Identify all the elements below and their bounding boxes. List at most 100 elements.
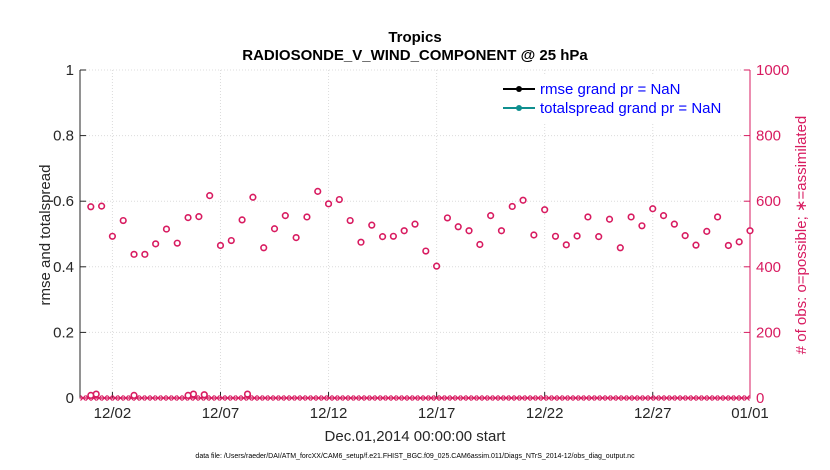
- obs-possible-marker: [92, 390, 100, 398]
- star-stroke: [294, 395, 301, 401]
- x-tick-label: 12/02: [94, 405, 132, 422]
- star-stroke: [310, 395, 317, 401]
- star-stroke: [433, 395, 440, 401]
- obs-possible-marker: [119, 216, 127, 225]
- star-stroke: [396, 395, 402, 401]
- obs-possible-marker: [260, 244, 268, 252]
- star-stroke: [465, 395, 472, 401]
- star-stroke: [304, 395, 311, 401]
- star-stroke: [460, 395, 467, 401]
- star-stroke: [540, 395, 547, 401]
- star-stroke: [96, 395, 102, 401]
- star-stroke: [369, 395, 376, 401]
- star-stroke: [256, 395, 263, 401]
- star-stroke: [663, 395, 670, 401]
- star-stroke: [326, 395, 333, 401]
- obs-assimilated-marker: [743, 395, 751, 401]
- star-stroke: [583, 395, 590, 401]
- obs-possible-marker: [670, 220, 678, 228]
- obs-possible-marker: [303, 213, 311, 221]
- obs-possible-marker: [243, 390, 252, 398]
- x-tick-label: 12/07: [202, 405, 240, 422]
- star-stroke: [133, 395, 140, 401]
- star-stroke: [728, 395, 734, 401]
- star-stroke: [690, 395, 697, 401]
- obs-possible-marker: [724, 241, 732, 250]
- star-stroke: [347, 395, 354, 401]
- obs-possible-marker: [422, 247, 430, 255]
- star-stroke: [299, 395, 306, 401]
- star-stroke: [588, 395, 595, 401]
- star-stroke: [679, 395, 686, 401]
- obs-possible-marker: [173, 239, 181, 247]
- obs-possible-marker: [108, 232, 117, 240]
- star-stroke: [155, 395, 161, 401]
- star-stroke: [658, 395, 665, 401]
- star-stroke: [230, 395, 236, 401]
- star-stroke: [706, 395, 713, 401]
- obs-possible-marker: [249, 193, 257, 201]
- star-stroke: [171, 395, 177, 401]
- obs-possible-marker: [735, 238, 743, 246]
- obs-possible-marker: [281, 212, 289, 220]
- star-stroke: [112, 395, 119, 401]
- y-tick-label: 0: [66, 390, 74, 407]
- y-right-tick-label: 200: [756, 324, 781, 341]
- obs-possible-marker: [433, 262, 441, 270]
- obs-possible-marker: [497, 227, 506, 235]
- star-stroke: [578, 395, 584, 401]
- star-stroke: [385, 395, 392, 401]
- y-right-tick-label: 1000: [756, 62, 789, 79]
- y-tick-label: 1: [66, 62, 74, 79]
- star-stroke: [620, 395, 627, 401]
- obs-possible-marker: [411, 220, 419, 228]
- obs-possible-marker: [551, 232, 560, 240]
- star-stroke: [701, 395, 708, 401]
- star-stroke: [449, 395, 456, 401]
- x-tick-label: 12/27: [634, 405, 672, 422]
- star-stroke: [165, 395, 172, 401]
- y-right-tick-label: 800: [756, 128, 781, 145]
- obs-possible-marker: [130, 391, 138, 399]
- obs-possible-marker: [378, 233, 387, 241]
- y-tick-label: 0.8: [53, 128, 74, 145]
- star-stroke: [379, 395, 386, 401]
- obs-possible-marker: [703, 227, 711, 235]
- obs-possible-marker: [713, 213, 722, 221]
- star-stroke: [438, 395, 445, 401]
- obs-possible-marker: [681, 232, 689, 240]
- star-stroke: [337, 395, 343, 401]
- star-stroke: [246, 395, 252, 401]
- star-stroke: [642, 395, 649, 401]
- star-stroke: [192, 395, 199, 401]
- star-stroke: [428, 395, 434, 401]
- star-stroke: [208, 395, 215, 401]
- star-stroke: [267, 395, 274, 401]
- obs-possible-marker: [314, 187, 322, 195]
- star-stroke: [401, 395, 408, 401]
- star-stroke: [529, 395, 536, 401]
- y-axis-right-label: # of obs: o=possible; ∗=assimilated: [793, 116, 810, 355]
- y-tick-label: 0.4: [53, 259, 74, 276]
- obs-possible-marker: [335, 195, 343, 204]
- star-stroke: [503, 395, 509, 401]
- chart-subtitle: RADIOSONDE_V_WIND_COMPONENT @ 25 hPa: [242, 47, 588, 64]
- star-stroke: [497, 395, 504, 401]
- star-stroke: [224, 395, 231, 401]
- obs-possible-marker: [400, 227, 408, 235]
- chart-title: Tropics: [388, 29, 441, 46]
- obs-possible-marker: [162, 225, 171, 233]
- star-stroke: [722, 395, 729, 401]
- obs-possible-marker: [98, 202, 106, 210]
- star-stroke: [615, 395, 622, 401]
- obs-possible-marker: [227, 236, 235, 245]
- star-stroke: [744, 395, 750, 401]
- star-stroke: [363, 395, 370, 401]
- star-stroke: [412, 395, 418, 401]
- y-axis-label: rmse and totalspread: [37, 165, 54, 306]
- obs-possible-marker: [692, 241, 700, 249]
- star-stroke: [481, 395, 488, 401]
- star-stroke: [374, 395, 381, 401]
- obs-possible-marker: [465, 227, 473, 235]
